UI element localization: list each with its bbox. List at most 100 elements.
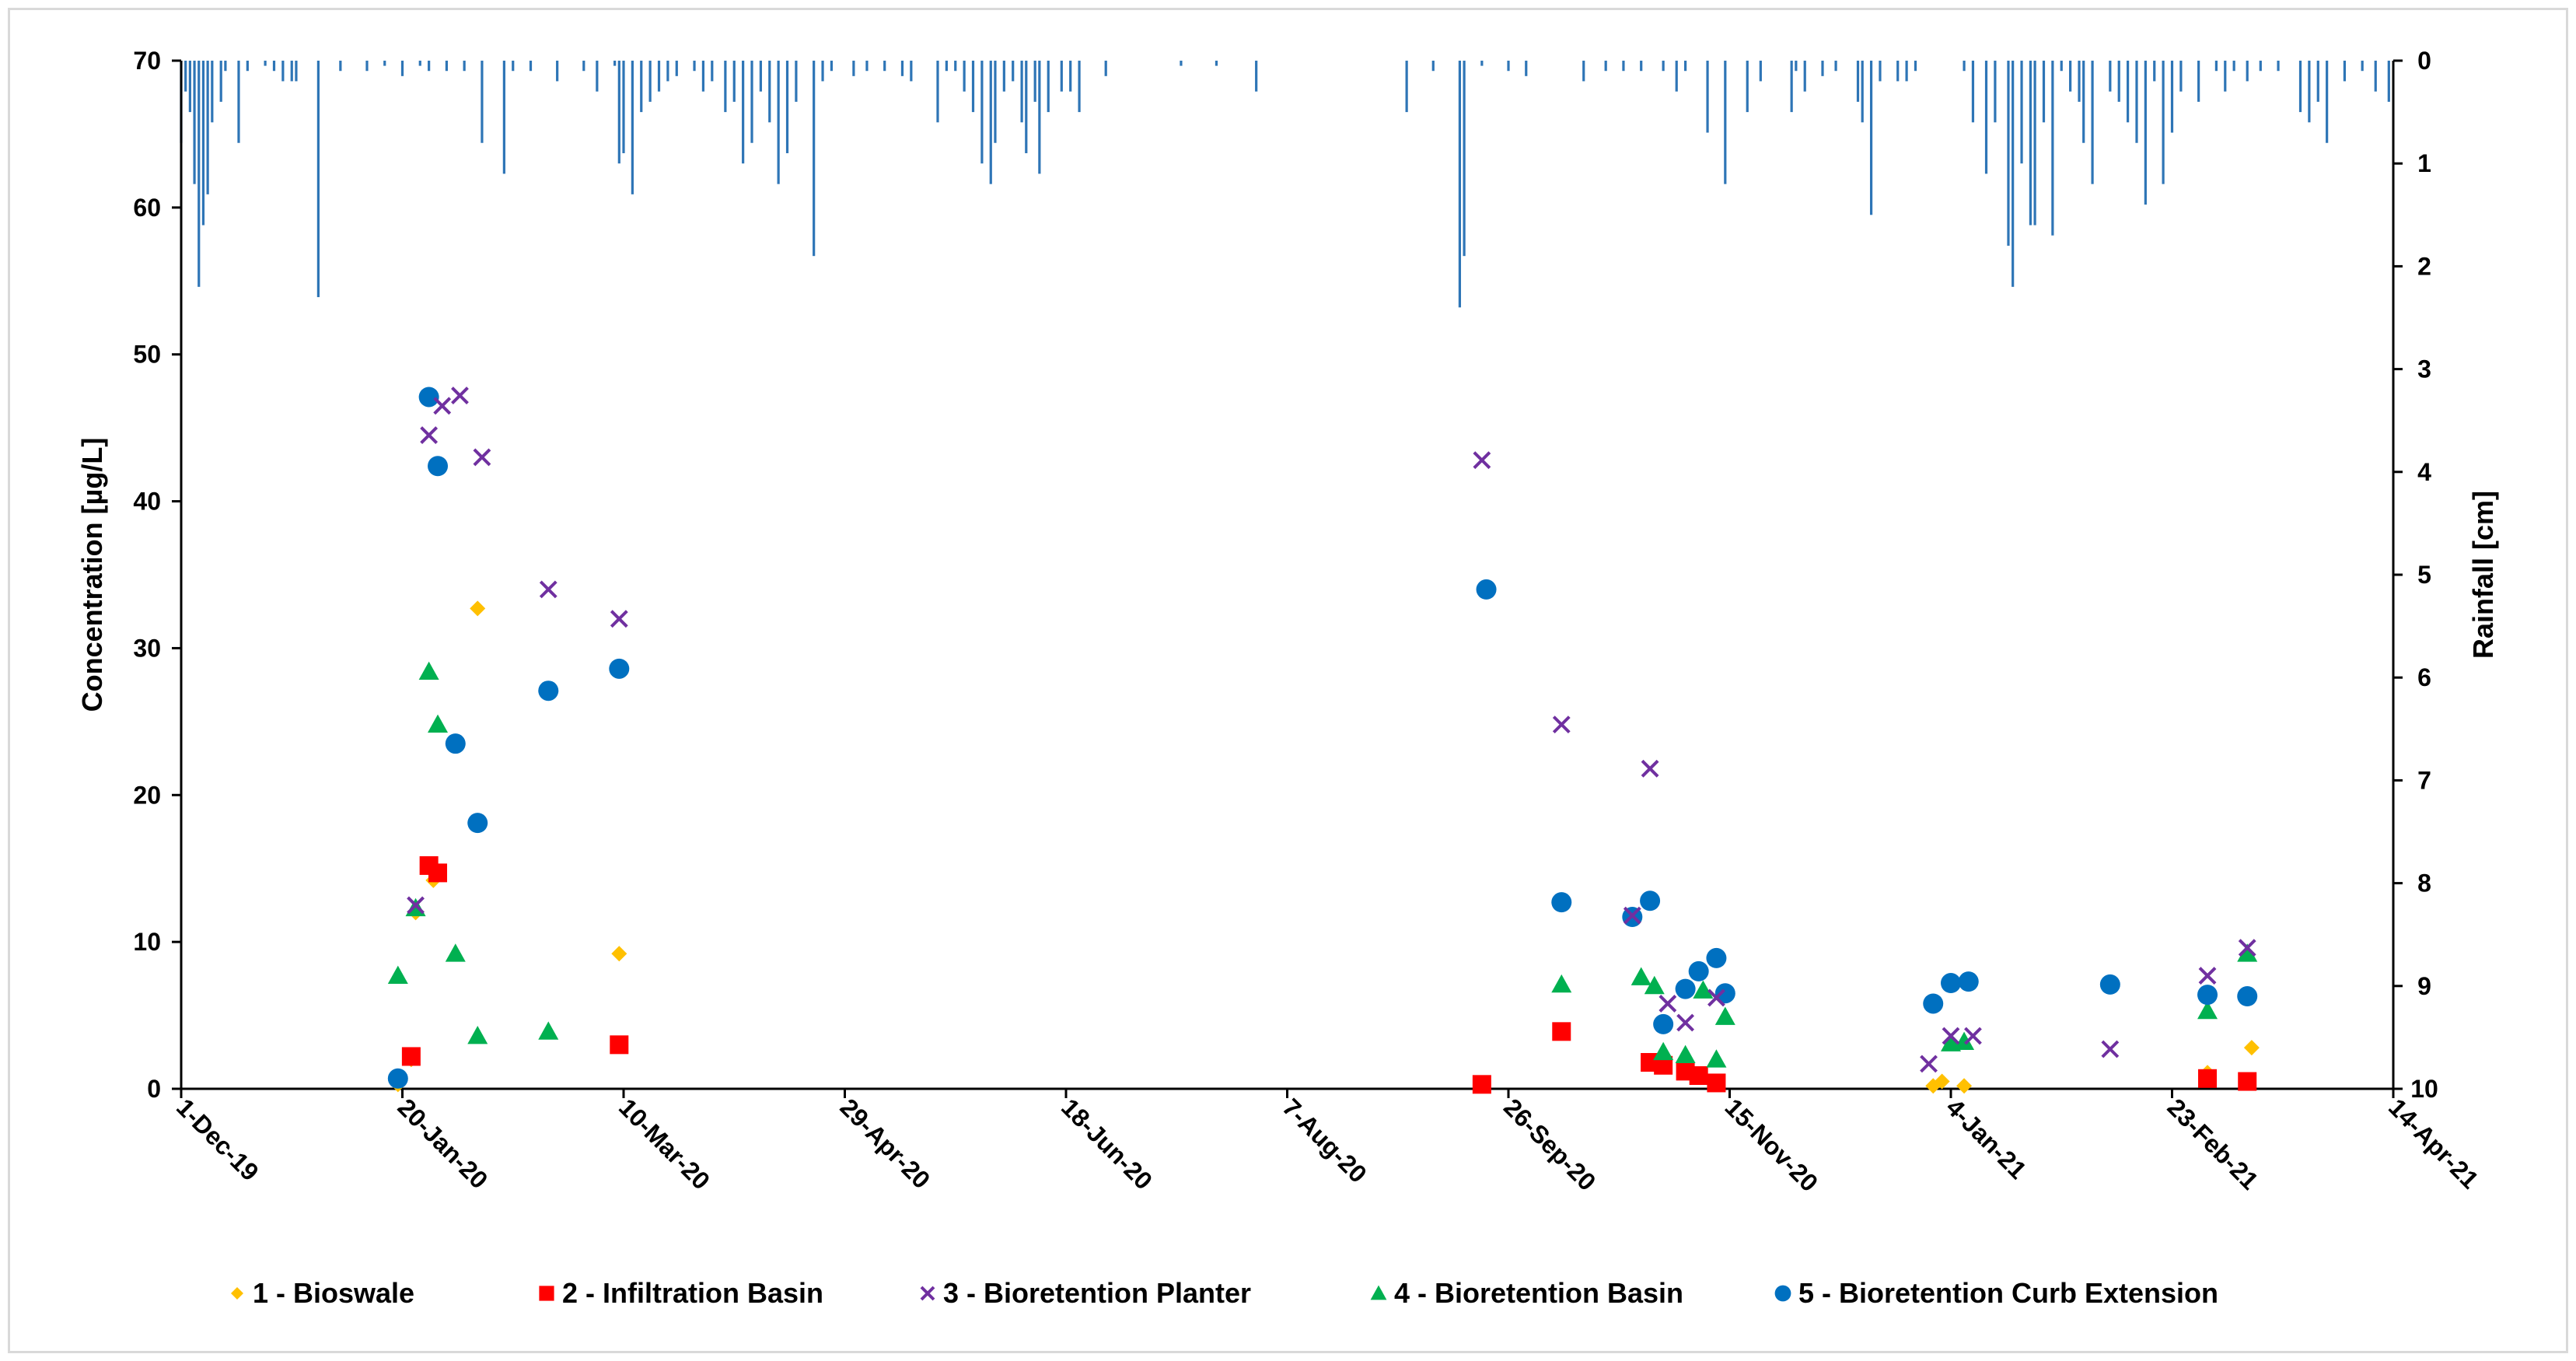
data-point-triangle <box>2237 943 2258 962</box>
rainfall-bar <box>813 61 816 257</box>
rainfall-bar <box>1914 61 1917 72</box>
rainfall-bar <box>1431 61 1435 72</box>
rainfall-bar <box>724 61 727 113</box>
rainfall-bar <box>428 61 431 72</box>
data-point-square <box>401 1047 421 1066</box>
rainfall-bar <box>1861 61 1864 123</box>
data-point-triangle <box>387 965 408 984</box>
data-point-triangle <box>428 714 449 733</box>
rainfall-bar <box>201 61 205 226</box>
data-point-circle <box>1706 947 1727 968</box>
rainfall-bar <box>2144 61 2147 205</box>
data-point-circle <box>445 733 466 754</box>
rainfall-bar <box>1458 61 1462 308</box>
x-tick-label: 4-Jan-21 <box>1941 1093 2032 1184</box>
y-tick-label: 20 <box>133 781 161 809</box>
data-point-x <box>1623 906 1641 925</box>
rainfall-bar <box>1994 61 1997 123</box>
legend: 1 - Bioswale 2 - Infiltration Basin 3 - Bi… <box>231 1277 2218 1309</box>
rainfall-bar <box>883 61 886 72</box>
data-point-circle <box>1714 983 1735 1004</box>
rainfall-bar <box>1675 61 1678 92</box>
rainfall-bar <box>2117 61 2120 102</box>
rainfall-bar <box>1002 61 1005 92</box>
rainfall-bar <box>2197 61 2200 102</box>
y2-tick-label: 7 <box>2417 766 2431 794</box>
data-point-circle <box>1923 993 1944 1014</box>
rainfall-bar <box>657 61 661 92</box>
data-point-circle <box>2197 985 2218 1006</box>
y-tick-label: 70 <box>133 47 161 75</box>
y2-tick-label: 4 <box>2417 458 2431 486</box>
rainfall-bar <box>197 61 201 287</box>
data-point-circle <box>538 680 559 701</box>
rainfall-bar <box>777 61 780 184</box>
data-point-triangle <box>1631 967 1652 985</box>
rainfall-bar <box>830 61 834 72</box>
rainfall-bar <box>711 61 714 82</box>
rainfall-bar <box>339 61 342 72</box>
rainfall-bar <box>2343 61 2347 82</box>
x-tick-label: 26-Sep-20 <box>1498 1093 1601 1195</box>
rainfall-bar <box>2153 61 2156 82</box>
rainfall-bar <box>1507 61 1510 72</box>
rainfall-bar <box>2179 61 2183 92</box>
y2-tick-label: 0 <box>2417 47 2431 75</box>
data-point-triangle <box>1653 1041 1674 1061</box>
y2-tick-label: 3 <box>2417 355 2431 383</box>
rainfall-bar <box>2162 61 2165 184</box>
rainfall-bar <box>1856 61 1860 102</box>
rainfall-bar <box>2069 61 2072 92</box>
x-tick-label: 20-Jan-20 <box>393 1093 494 1194</box>
rainfall-bar <box>1640 61 1643 72</box>
rainfall-bar <box>2020 61 2023 164</box>
data-point-x <box>2198 967 2217 985</box>
rainfall-bar <box>400 61 404 76</box>
chart-frame: 0 10 20 30 40 50 60 70 0 1 2 3 4 5 6 7 8 9 10 1-Dec-19 20-Ja… <box>8 8 2568 1353</box>
data-point-circle <box>418 387 439 408</box>
rainfall-bar <box>246 61 249 72</box>
rainfall-bar <box>613 61 617 66</box>
rainfall-bar <box>821 61 824 82</box>
rainfall-bar <box>188 61 191 113</box>
data-point-triangle <box>2197 1000 2218 1020</box>
rainfall-bar <box>2308 61 2311 123</box>
data-point-square <box>1552 1022 1571 1041</box>
legend-label: 5 - Bioretention Curb Extension <box>1798 1277 2218 1309</box>
rainfall-bar <box>237 61 240 143</box>
rainfall-bar <box>1724 61 1727 184</box>
rainfall-bar <box>1746 61 1749 113</box>
data-point-square <box>610 1035 629 1055</box>
data-point-triangle <box>538 1021 559 1040</box>
rainfall-bar <box>795 61 798 102</box>
data-point-x <box>1920 1055 1938 1073</box>
x-tick-label: 18-Jun-20 <box>1056 1093 1158 1195</box>
rainfall-bar <box>1834 61 1837 72</box>
data-point-x <box>407 896 425 915</box>
data-point-x <box>1676 1013 1695 1032</box>
y-tick-label: 0 <box>147 1075 161 1103</box>
data-point-circle <box>1653 1013 1674 1034</box>
axes <box>172 59 2403 1098</box>
rainfall-bar <box>281 61 285 82</box>
data-point-x <box>2101 1040 2120 1058</box>
data-point-x <box>1707 988 1725 1007</box>
data-point-triangle <box>418 661 439 680</box>
rainfall-bar <box>211 61 214 123</box>
y2-tick-label: 5 <box>2417 561 2431 589</box>
data-point-triangle <box>1714 1006 1735 1025</box>
legend-label: 1 - Bioswale <box>253 1277 414 1309</box>
data-point-circle <box>1476 579 1497 600</box>
rainfall-bar <box>936 61 939 123</box>
rainfall-bar <box>1662 61 1665 72</box>
rainfall-bar <box>1706 61 1709 133</box>
data-point-x <box>1473 451 1491 470</box>
x-tick-label: 10-Mar-20 <box>613 1093 715 1195</box>
rainfall-bar <box>529 61 533 72</box>
rainfall-bar <box>219 61 222 102</box>
data-point-diamond <box>1956 1078 1973 1094</box>
rainfall-bar <box>622 61 625 153</box>
rainfall-bar <box>1963 61 1966 72</box>
rainfall-bar <box>910 61 913 82</box>
rainfall-bar <box>2374 61 2377 92</box>
